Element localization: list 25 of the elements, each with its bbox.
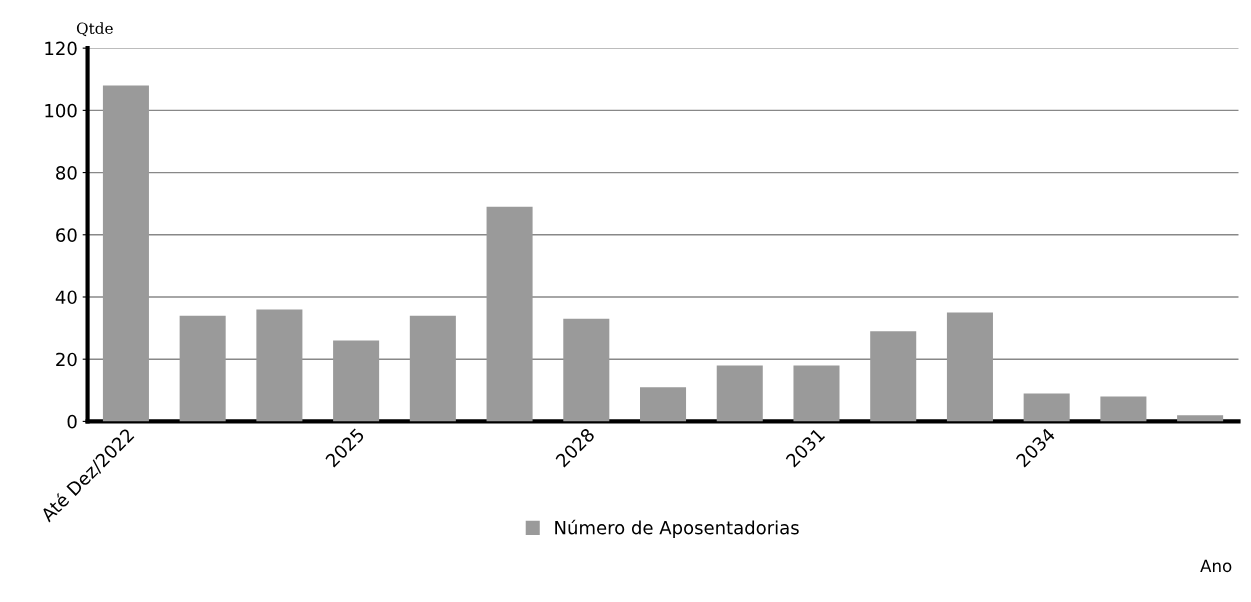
bar [946,312,993,422]
y-tick-label: 20 [56,352,77,367]
bar [256,309,303,422]
bar [793,365,840,422]
bar [640,387,687,422]
bar [870,331,917,422]
bar [1023,393,1070,422]
bar [102,85,149,422]
x-axis-title: Ano [1200,559,1232,573]
bar [1100,396,1147,422]
bar [1177,415,1224,422]
y-tick-label: 120 [45,41,77,56]
y-tick-label: 40 [55,290,77,305]
bar [333,340,380,422]
bar [716,365,763,422]
bar [179,315,226,422]
y-tick-label: 80 [56,166,77,180]
y-axis-title: Qtde [76,22,113,37]
y-tick-label: 60 [56,228,77,242]
bar [563,318,610,422]
bar [409,315,456,422]
bar [486,206,533,422]
y-tick-label: 0 [67,414,77,429]
y-tick-label: 100 [45,103,77,118]
legend-label: Número de Aposentadorias [555,519,799,538]
